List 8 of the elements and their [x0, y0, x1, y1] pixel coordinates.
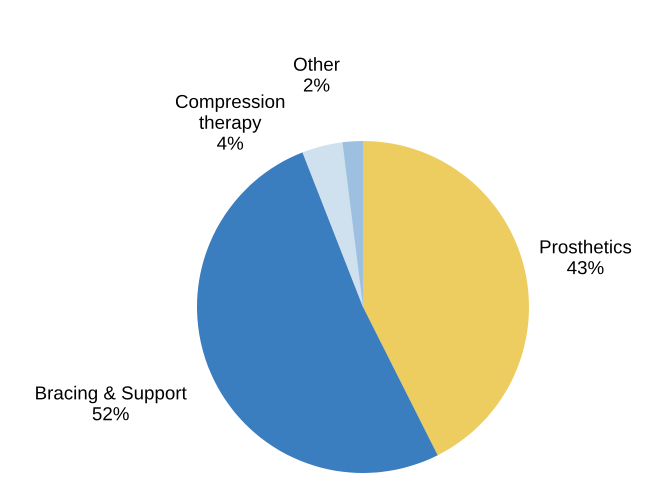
data-label: 2%	[304, 78, 330, 92]
slice-label: Bracing & Support	[36, 386, 187, 404]
slice-label: Prosthetics	[540, 240, 632, 254]
data-label: 52%	[92, 407, 129, 420]
data-label: 43%	[567, 261, 604, 274]
slice-label: Compression therapy	[176, 94, 284, 133]
slice-label: Other	[294, 57, 340, 71]
data-label: 4%	[217, 136, 244, 150]
